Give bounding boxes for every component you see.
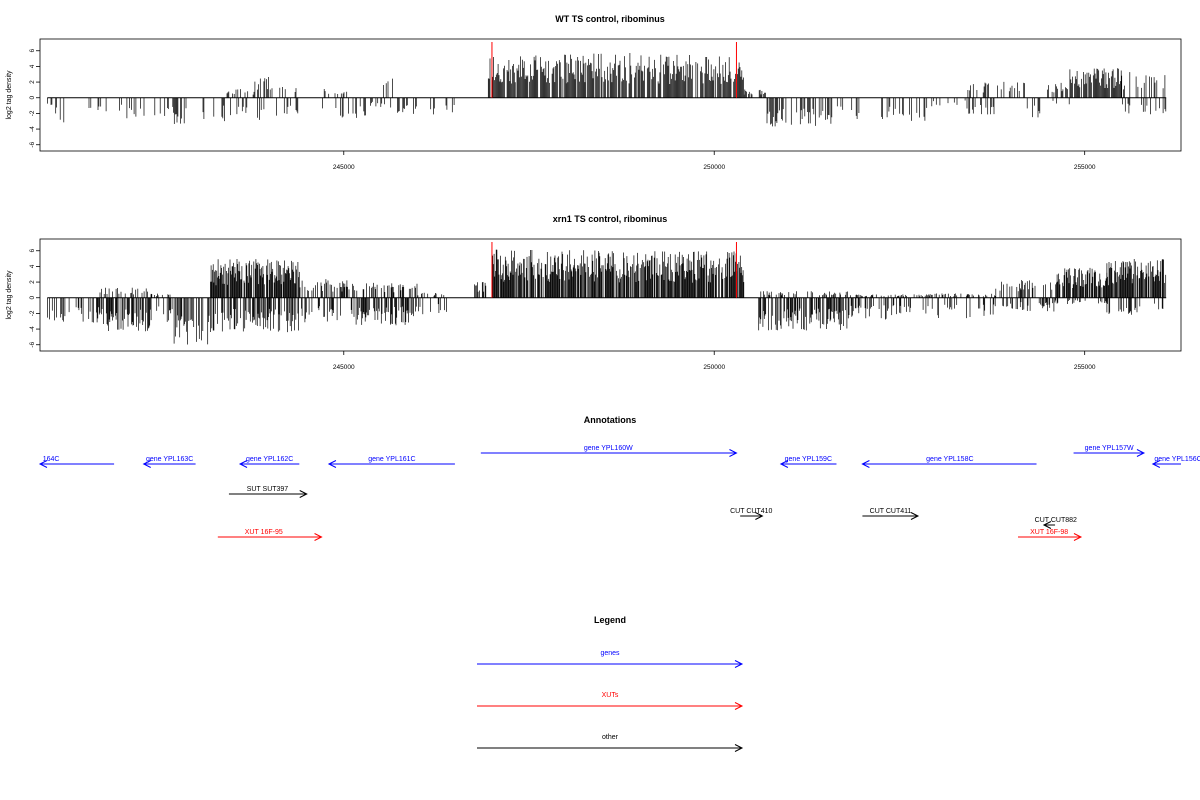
xrn1-markers — [491, 242, 737, 298]
y-tick-label: 0 — [29, 296, 36, 300]
y-tick-label: -4 — [29, 126, 36, 132]
y-tick-label: 6 — [29, 249, 36, 253]
xrn1-bars — [47, 249, 1167, 345]
annotation-arrowhead — [910, 512, 920, 520]
y-tick-label: 2 — [29, 80, 36, 84]
annotation-arrowhead — [327, 460, 337, 468]
annotation-label: XUT 16F-98 — [1030, 529, 1068, 536]
annotation-arrowhead — [1151, 460, 1161, 468]
annotation-arrowhead — [299, 490, 308, 498]
annotation-label: gene YPL163C — [146, 456, 193, 463]
annotation-arrowhead — [238, 460, 248, 468]
annotation-arrowhead — [755, 512, 764, 520]
annotation-label: SUT SUT397 — [247, 486, 289, 493]
wt-y-axis-label: log2 tag density — [6, 70, 13, 120]
x-tick-label: 250000 — [703, 164, 725, 171]
wt-x-axis: 245000 250000 255000 — [333, 151, 1096, 171]
legend-label: XUTs — [602, 692, 619, 699]
y-tick-label: 0 — [29, 96, 36, 100]
annotation-label: 164C — [43, 456, 60, 463]
y-tick-label: 2 — [29, 280, 36, 284]
x-tick-label: 255000 — [1074, 164, 1096, 171]
y-tick-label: -4 — [29, 326, 36, 332]
xrn1-track-panel: xrn1 TS control, ribominus log2 tag dens… — [6, 214, 1182, 371]
y-tick-label: -2 — [29, 310, 36, 316]
annotation-label: CUT CUT410 — [730, 508, 772, 515]
annotation-arrowhead — [779, 460, 789, 468]
legend-entries: genes XUTs other — [477, 650, 744, 752]
xrn1-y-axis: -6 -4 -2 0 2 4 6 — [29, 249, 40, 348]
annotation-arrowhead — [38, 460, 48, 468]
legend-arrowhead — [734, 744, 744, 752]
xrn1-track-title: xrn1 TS control, ribominus — [553, 214, 668, 224]
legend-arrowhead — [734, 660, 744, 668]
y-tick-label: 4 — [29, 64, 36, 68]
annotation-features: 164C gene YPL163C gene YPL162C gene YPL161C… — [38, 445, 1200, 541]
legend-label: other — [602, 734, 619, 741]
annotation-arrowhead — [1042, 521, 1052, 529]
y-tick-label: -6 — [29, 141, 36, 147]
wt-plot-frame — [39, 38, 1182, 152]
annotation-arrowhead — [1073, 533, 1083, 541]
annotation-arrowhead — [861, 460, 870, 468]
annotation-label: CUT CUT411 — [870, 508, 912, 515]
legend-label: genes — [600, 650, 620, 657]
wt-bars — [47, 52, 1167, 127]
legend-title: Legend — [594, 615, 626, 625]
wt-markers — [491, 42, 737, 98]
annotation-label: gene YPL160W — [584, 445, 633, 452]
xrn1-plot-frame — [39, 238, 1182, 352]
y-tick-label: 6 — [29, 49, 36, 53]
annotation-label: CUT CUT882 — [1035, 517, 1077, 524]
annotation-arrowhead — [1136, 449, 1146, 457]
annotation-arrowhead — [142, 460, 151, 468]
x-tick-label: 250000 — [703, 364, 725, 371]
y-tick-label: 4 — [29, 264, 36, 268]
annotations-title: Annotations — [584, 415, 637, 425]
xrn1-y-axis-label: log2 tag density — [6, 270, 13, 320]
legend-panel: Legend genes XUTs other — [477, 615, 744, 752]
wt-track-title: WT TS control, ribominus — [555, 14, 665, 24]
annotation-label: XUT 16F-95 — [245, 529, 283, 536]
annotation-arrowhead — [314, 533, 323, 541]
annotation-label: gene YPL159C — [785, 456, 832, 463]
legend-arrowhead — [734, 702, 744, 710]
y-tick-label: -6 — [29, 341, 36, 347]
annotation-label: gene YPL157W — [1085, 445, 1134, 452]
annotation-label: gene YPL161C — [368, 456, 415, 463]
x-tick-label: 255000 — [1074, 364, 1096, 371]
annotation-label: gene YPL158C — [926, 456, 973, 463]
xrn1-x-axis: 245000 250000 255000 — [333, 351, 1096, 371]
x-tick-label: 245000 — [333, 164, 355, 171]
annotation-label: gene YPL162C — [246, 456, 293, 463]
annotation-arrowhead — [729, 449, 738, 457]
y-tick-label: -2 — [29, 110, 36, 116]
annotations-panel: Annotations 164C gene YPL163C gene YPL162C… — [38, 415, 1200, 541]
annotation-label: gene YPL156C — [1154, 456, 1200, 463]
wt-track-panel: WT TS control, ribominus log2 tag densit… — [6, 14, 1182, 171]
x-tick-label: 245000 — [333, 364, 355, 371]
wt-y-axis: -6 -4 -2 0 2 4 6 — [29, 49, 40, 148]
